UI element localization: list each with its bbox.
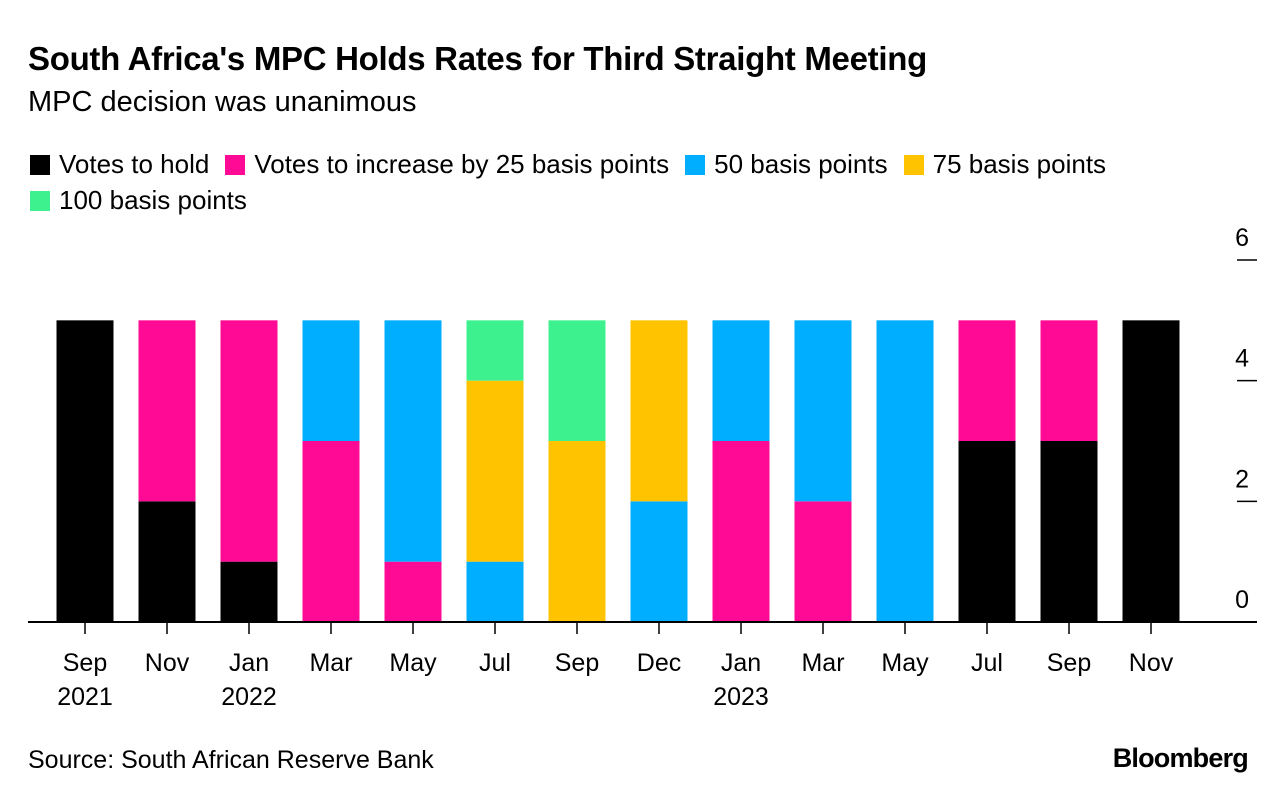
- x-tick-label: Sep: [63, 649, 107, 677]
- x-tick-year-label: 2021: [57, 683, 113, 711]
- legend: Votes to hold Votes to increase by 25 bas…: [30, 146, 1270, 218]
- y-tick-label: 2: [1235, 465, 1249, 493]
- y-tick-label: 6: [1235, 224, 1249, 252]
- bar-segment-100-basis-points: [466, 320, 524, 381]
- x-tick-label: Dec: [637, 649, 681, 677]
- bar-segment-votes-to-hold: [56, 320, 114, 622]
- bar-segment-votes-to-increase-by-25-basis-points: [220, 320, 278, 562]
- x-tick-label: Mar: [309, 649, 352, 677]
- x-tick-year-label: 2023: [713, 683, 769, 711]
- bloomberg-logo: Bloomberg: [1112, 743, 1249, 773]
- bar-segment-50-basis-points: [794, 320, 852, 502]
- source-note: Source: South African Reserve Bank: [28, 746, 434, 774]
- legend-item-50bp: 50 basis points: [685, 146, 888, 182]
- x-tick-label: May: [881, 649, 929, 677]
- legend-label-hold: Votes to hold: [59, 149, 210, 179]
- bar-segment-votes-to-increase-by-25-basis-points: [958, 320, 1016, 441]
- bar-segment-votes-to-increase-by-25-basis-points: [794, 501, 852, 622]
- legend-item-75bp: 75 basis points: [903, 146, 1107, 182]
- bar-segment-votes-to-increase-by-25-basis-points: [302, 441, 360, 622]
- bar-segment-votes-to-hold: [138, 501, 196, 622]
- legend-swatch-hold: [30, 155, 50, 175]
- bar-segment-50-basis-points: [630, 501, 688, 622]
- chart-title: South Africa's MPC Holds Rates for Third…: [28, 40, 927, 77]
- bar-segment-votes-to-increase-by-25-basis-points: [1040, 320, 1098, 441]
- x-tick-label: Jul: [479, 649, 511, 677]
- x-tick-label: Jul: [971, 649, 1003, 677]
- x-tick-label: Mar: [801, 649, 844, 677]
- legend-swatch-100bp: [30, 191, 50, 211]
- y-tick-label: 4: [1235, 345, 1249, 373]
- legend-label-50bp: 50 basis points: [714, 149, 888, 179]
- legend-label-75bp: 75 basis points: [932, 149, 1107, 179]
- x-tick-label: May: [389, 649, 437, 677]
- legend-swatch-50bp: [685, 155, 706, 175]
- legend-label-100bp: 100 basis points: [59, 185, 247, 215]
- x-tick-label: Sep: [1047, 649, 1091, 677]
- bar-segment-50-basis-points: [876, 320, 934, 622]
- y-tick-label: 0: [1235, 586, 1249, 614]
- bar-segment-votes-to-increase-by-25-basis-points: [384, 561, 442, 622]
- x-tick-year-label: 2022: [221, 683, 277, 711]
- bar-segment-votes-to-increase-by-25-basis-points: [138, 320, 196, 502]
- bar-segment-50-basis-points: [302, 320, 360, 441]
- bar-segment-100-basis-points: [548, 320, 606, 441]
- bar-segment-votes-to-hold: [1122, 320, 1180, 622]
- x-tick-label: Nov: [1129, 649, 1174, 677]
- bar-segment-50-basis-points: [384, 320, 442, 562]
- chart-subtitle: MPC decision was unanimous: [28, 86, 417, 118]
- legend-item-25bp: Votes to increase by 25 basis points: [225, 146, 669, 182]
- bar-segment-50-basis-points: [712, 320, 770, 441]
- legend-item-100bp: 100 basis points: [30, 182, 247, 218]
- bar-segment-votes-to-hold: [220, 561, 278, 622]
- bar-segment-votes-to-hold: [1040, 441, 1098, 622]
- bar-segment-75-basis-points: [630, 320, 688, 502]
- x-tick-label: Nov: [145, 649, 190, 677]
- x-tick-label: Jan: [721, 649, 761, 677]
- bar-segment-75-basis-points: [548, 441, 606, 622]
- bar-segment-75-basis-points: [466, 380, 524, 562]
- x-tick-label: Sep: [555, 649, 599, 677]
- legend-item-hold: Votes to hold: [30, 146, 209, 182]
- bar-segment-50-basis-points: [466, 561, 524, 622]
- x-tick-label: Jan: [229, 649, 269, 677]
- legend-swatch-25bp: [225, 155, 246, 175]
- legend-swatch-75bp: [903, 155, 924, 175]
- legend-label-25bp: Votes to increase by 25 basis points: [254, 149, 670, 179]
- bar-segment-votes-to-hold: [958, 441, 1016, 622]
- bar-segment-votes-to-increase-by-25-basis-points: [712, 441, 770, 622]
